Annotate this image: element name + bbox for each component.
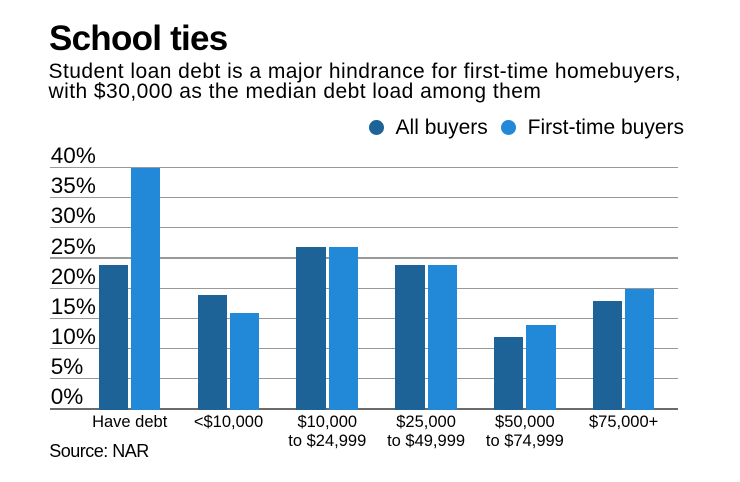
gridline-30% [50, 227, 678, 229]
ytick-0%: 0% [50, 384, 84, 410]
gridline-20% [50, 287, 678, 289]
bar-first-time-buyers-group5 [526, 325, 556, 410]
ytick-40%: 40% [50, 143, 96, 168]
gridline-5% [50, 378, 678, 380]
chart-subtitle-line1: Student loan debt is a major hindrance f… [48, 60, 682, 83]
xtick-group6: $75,000+ [589, 413, 659, 432]
gridline-15% [50, 317, 678, 320]
bar-all-buyers-group6 [592, 301, 623, 410]
bar-all-buyers-group3 [296, 246, 326, 410]
bar-first-time-buyers-group1 [131, 168, 161, 410]
x-axis-line [50, 408, 678, 410]
legend-item-all-buyers: All buyers [368, 115, 488, 139]
all-buyers-swatch-icon [368, 119, 384, 135]
ytick-35%: 35% [50, 173, 96, 199]
gridline-40% [50, 166, 678, 169]
ytick-30%: 30% [50, 203, 96, 229]
xtick-group3: $10,000 to $24,999 [288, 413, 367, 450]
xtick-group5: $50,000 to $74,999 [485, 413, 564, 450]
chart-source: Source: NAR [49, 440, 149, 461]
xtick-group1: Have debt [92, 413, 168, 432]
ytick-25%: 25% [50, 233, 96, 259]
bar-all-buyers-group4 [395, 264, 425, 410]
legend-label-all-buyers: All buyers [395, 115, 488, 139]
bar-all-buyers-group2 [197, 295, 227, 410]
ytick-20%: 20% [50, 263, 96, 289]
chart-subtitle-line2: with $30,000 as the median debt load amo… [48, 80, 542, 104]
ytick-15%: 15% [50, 293, 96, 319]
chart-subtitle: Student loan debt is a major hindrance f… [48, 60, 682, 104]
bar-first-time-buyers-group6 [625, 289, 655, 410]
legend-label-first-time-buyers: First-time buyers [527, 115, 684, 139]
ytick-5%: 5% [50, 354, 84, 380]
bar-all-buyers-group5 [494, 337, 524, 410]
bar-first-time-buyers-group4 [427, 264, 457, 410]
bar-first-time-buyers-group2 [229, 313, 260, 410]
xtick-group2: <$10,000 [193, 413, 264, 432]
first-time-buyers-swatch-icon [500, 119, 516, 135]
chart-legend: All buyers First-time buyers [368, 115, 684, 139]
bar-first-time-buyers-group3 [328, 246, 359, 410]
bar-all-buyers-group1 [98, 264, 129, 410]
xtick-group4: $25,000 to $49,999 [387, 413, 466, 450]
chart-title: School ties [49, 19, 228, 59]
legend-item-first-time-buyers: First-time buyers [500, 115, 684, 139]
gridline-35% [50, 197, 678, 199]
gridline-25% [50, 257, 678, 259]
ytick-10%: 10% [50, 324, 96, 350]
gridline-10% [50, 347, 678, 350]
